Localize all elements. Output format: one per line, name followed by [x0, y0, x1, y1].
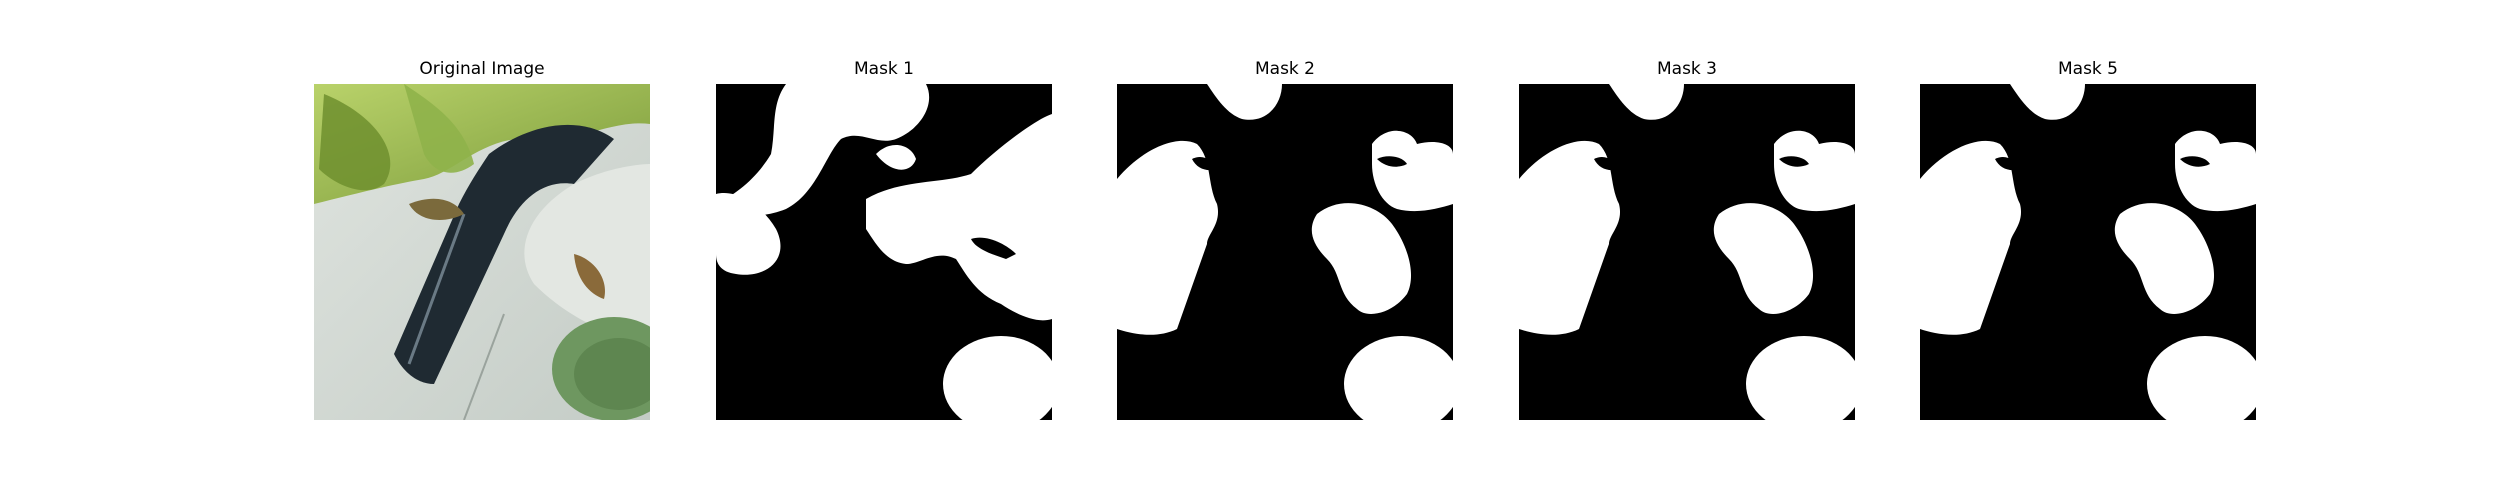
mask-1-image: [716, 84, 1052, 420]
panel-title: Mask 1: [853, 59, 914, 79]
panel-mask-1: Mask 1: [716, 0, 1052, 500]
original-photo: [314, 84, 650, 420]
panel-title: Mask 2: [1254, 59, 1315, 79]
panel-title: Original Image: [419, 59, 545, 79]
mask-2-image: [1117, 84, 1453, 420]
panel-mask-2: Mask 2: [1117, 0, 1453, 500]
panel-mask-5: Mask 5: [1920, 0, 2256, 500]
panel-mask-3: Mask 3: [1519, 0, 1855, 500]
mask-5-image: [1920, 84, 2256, 420]
panel-title: Mask 3: [1656, 59, 1717, 79]
panel-title: Mask 5: [2057, 59, 2118, 79]
mask-3-image: [1519, 84, 1855, 420]
panel-original-image: Original Image: [314, 0, 650, 500]
